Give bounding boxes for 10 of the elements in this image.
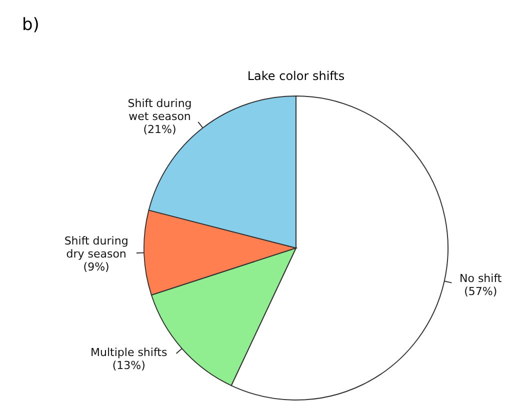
text: b)	[22, 15, 40, 35]
data-label: (13%)	[112, 359, 146, 372]
data-label: (57%)	[464, 284, 498, 298]
chart-title: Lake color shifts	[247, 69, 345, 83]
slice-label: Shift during wet season	[128, 96, 192, 123]
slice-label: No shift	[459, 272, 502, 285]
data-label: (9%)	[83, 260, 110, 274]
data-label: (21%)	[143, 122, 176, 136]
slice-label: Multiple shifts	[90, 346, 168, 360]
slice-label: Shift during dry season	[64, 234, 128, 260]
